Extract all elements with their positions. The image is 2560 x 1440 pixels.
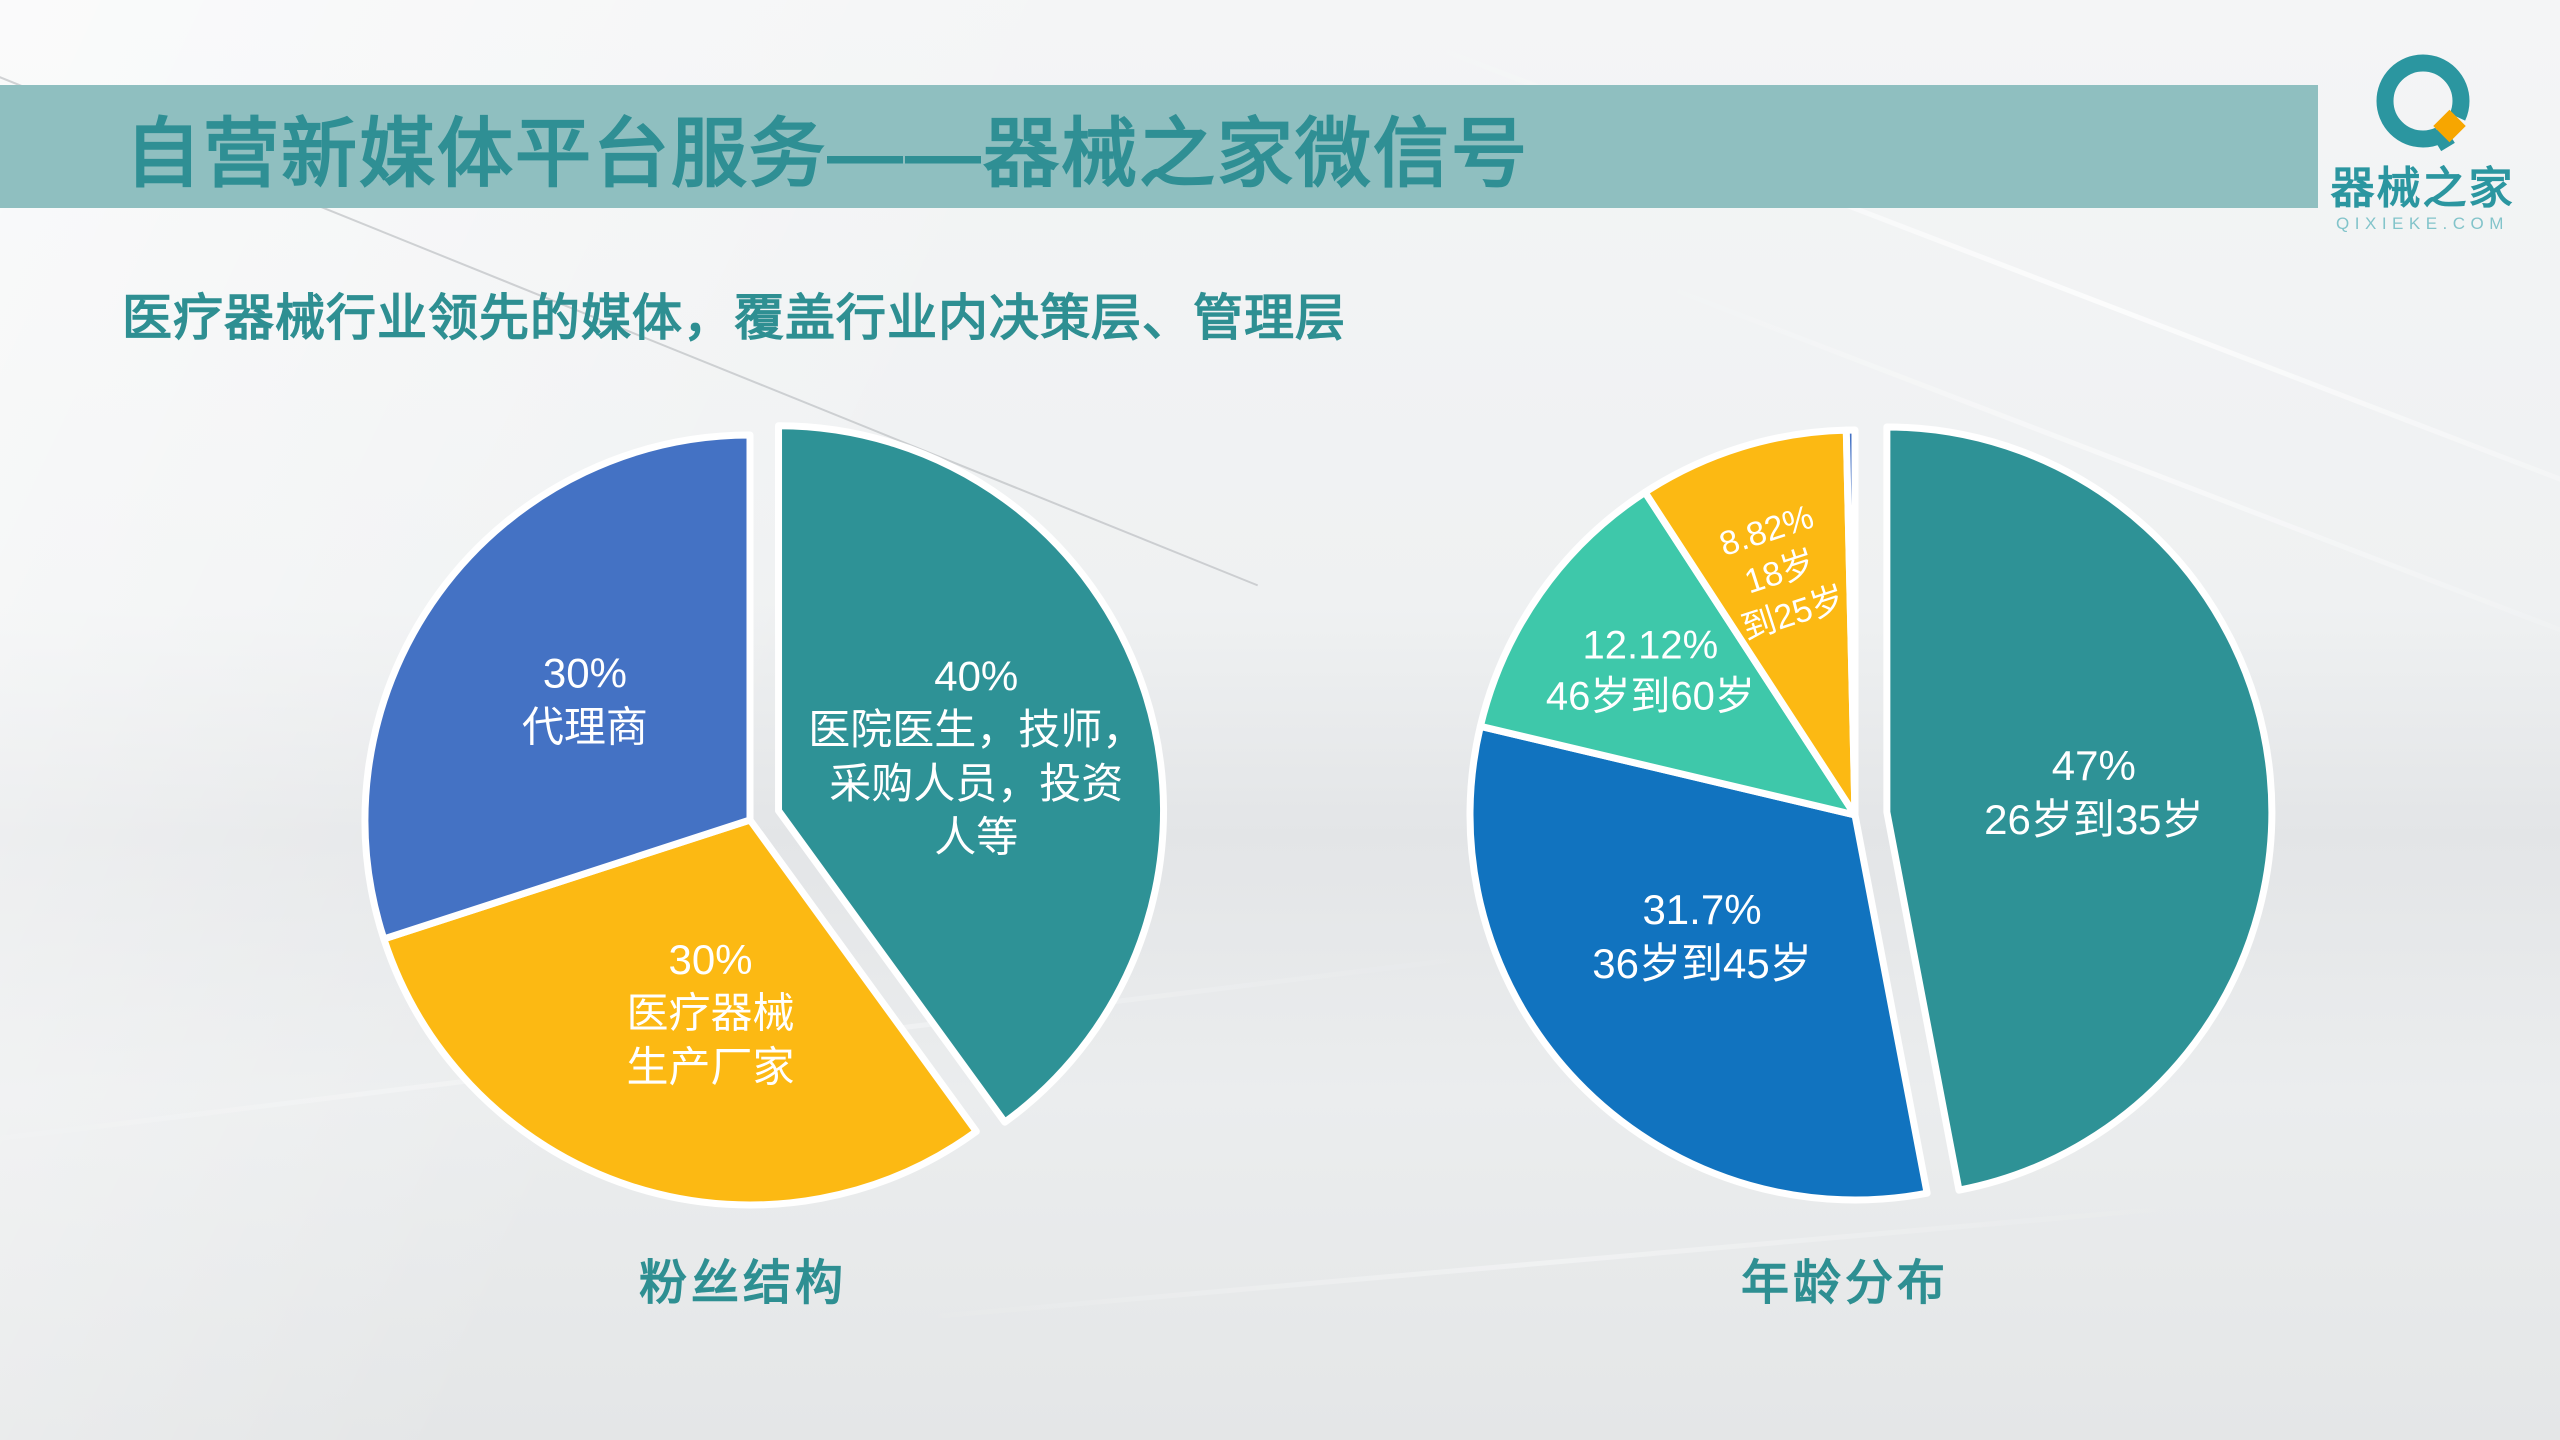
brand-logo: 器械之家 QIXIEKE.COM (2330, 48, 2515, 234)
pie-slice-label: 12.12% 46岁到60岁 (1546, 623, 1755, 718)
pie-slice (1842, 426, 1859, 819)
fans-structure-pie-chart: 40%医院医生，技师，采购人员，投资人等 30%医疗器械生产厂家 30%代理商 (310, 400, 1210, 1250)
pie-slice-label: 47% 26岁到35岁 (1984, 742, 2203, 843)
brand-name: 器械之家 (2330, 164, 2515, 213)
pie-slice-label: 30%医疗器械生产厂家 (627, 936, 795, 1091)
pie-slice (361, 431, 754, 943)
pie-slice-label: 30%代理商 (522, 650, 648, 751)
pie-slice (1641, 426, 1859, 819)
brand-q-icon (2376, 54, 2469, 152)
pie-slice (1883, 423, 2276, 1194)
age-distribution-pie-chart: 47% 26岁到35岁 31.7% 36岁到45岁 12.12% 46岁到60岁 8.82%… (1420, 400, 2320, 1250)
pie-slice (380, 816, 980, 1209)
pie-slice (775, 422, 1167, 1126)
pie-slice (1476, 488, 1859, 819)
slide-subtitle: 医疗器械行业领先的媒体，覆盖行业内决策层、管理层 (122, 290, 1346, 346)
chart-caption-fans: 粉丝结构 (638, 1257, 847, 1310)
pie-slice-label: 40%医院医生，技师，采购人员，投资人等 (808, 652, 1144, 860)
chart-caption-age: 年龄分布 (1740, 1257, 1949, 1310)
title-banner: 自营新媒体平台服务——器械之家微信号 (0, 85, 2318, 208)
pie-slice (1466, 722, 1931, 1204)
page-title: 自营新媒体平台服务——器械之家微信号 (125, 111, 1529, 197)
pie-slice-label: 31.7% 36岁到45岁 (1592, 886, 1811, 987)
brand-domain: QIXIEKE.COM (2336, 214, 2509, 234)
